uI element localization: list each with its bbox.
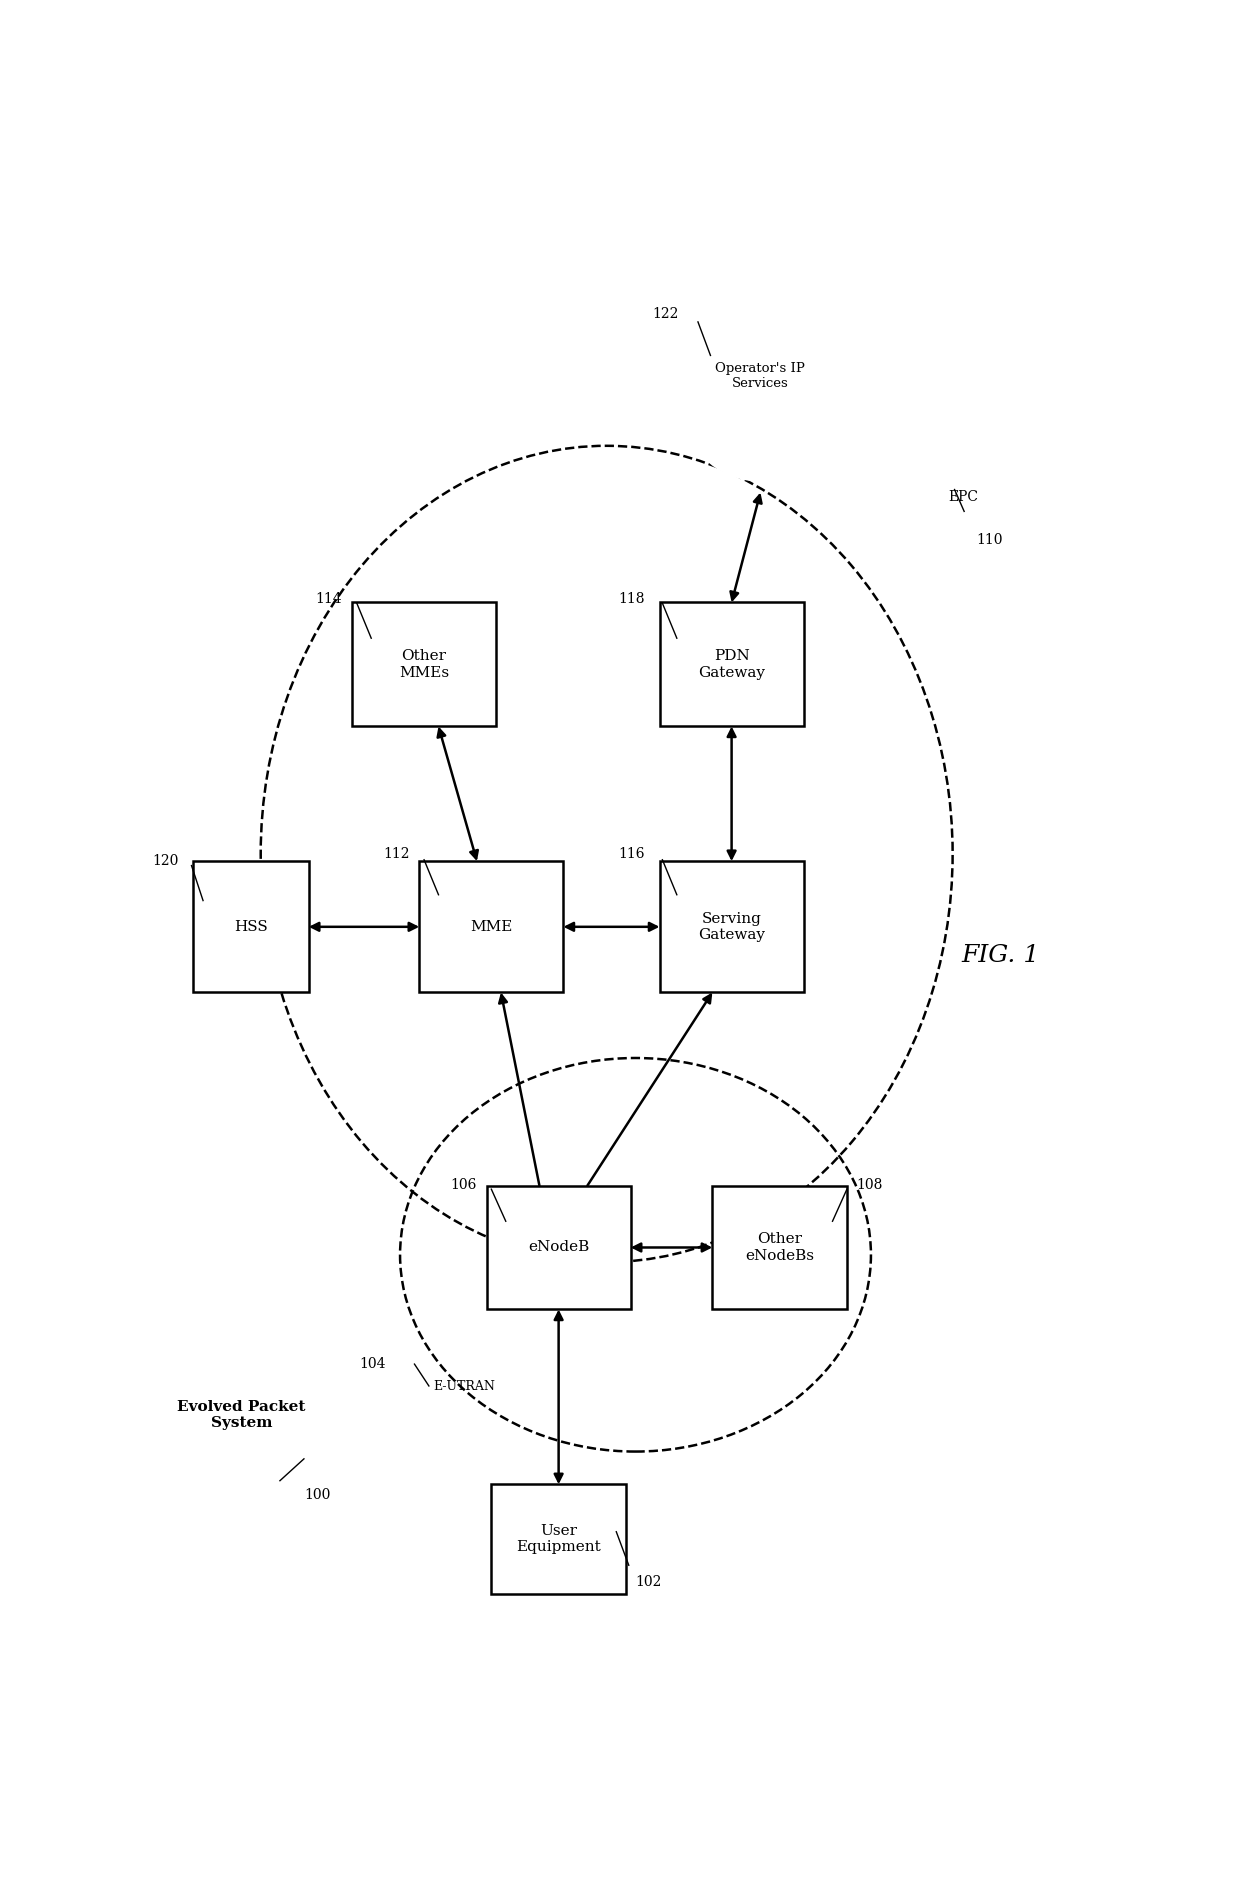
Text: eNodeB: eNodeB: [528, 1240, 589, 1255]
FancyBboxPatch shape: [193, 861, 309, 992]
Ellipse shape: [682, 324, 839, 481]
Ellipse shape: [764, 324, 862, 422]
Text: Serving
Gateway: Serving Gateway: [698, 912, 765, 943]
Text: EPC: EPC: [947, 490, 978, 504]
FancyBboxPatch shape: [486, 1185, 631, 1310]
Ellipse shape: [658, 324, 756, 422]
Text: Operator's IP
Services: Operator's IP Services: [715, 362, 805, 390]
Text: 106: 106: [450, 1177, 477, 1191]
Ellipse shape: [688, 276, 779, 367]
FancyBboxPatch shape: [419, 861, 563, 992]
FancyBboxPatch shape: [713, 1185, 847, 1310]
Text: E-UTRAN: E-UTRAN: [434, 1380, 496, 1393]
Text: PDN
Gateway: PDN Gateway: [698, 649, 765, 680]
FancyBboxPatch shape: [660, 861, 804, 992]
Text: 108: 108: [857, 1177, 883, 1191]
Text: HSS: HSS: [234, 920, 268, 933]
Text: Evolved Packet
System: Evolved Packet System: [177, 1401, 306, 1431]
Text: 116: 116: [619, 846, 645, 861]
Ellipse shape: [723, 259, 799, 335]
Text: 114: 114: [316, 591, 342, 606]
Text: 122: 122: [652, 307, 678, 322]
FancyBboxPatch shape: [660, 602, 804, 727]
Text: 102: 102: [635, 1575, 662, 1590]
Text: FIG. 1: FIG. 1: [961, 945, 1040, 967]
Text: MME: MME: [470, 920, 512, 933]
Text: 100: 100: [304, 1488, 330, 1501]
Text: Other
eNodeBs: Other eNodeBs: [745, 1232, 815, 1263]
Text: 112: 112: [383, 846, 409, 861]
FancyBboxPatch shape: [491, 1484, 626, 1594]
Text: 104: 104: [360, 1357, 386, 1371]
Text: 110: 110: [977, 534, 1003, 547]
FancyBboxPatch shape: [352, 602, 496, 727]
Text: 120: 120: [153, 854, 179, 867]
Text: 118: 118: [619, 591, 645, 606]
Text: User
Equipment: User Equipment: [516, 1524, 601, 1554]
Text: Other
MMEs: Other MMEs: [399, 649, 449, 680]
Ellipse shape: [742, 276, 833, 367]
